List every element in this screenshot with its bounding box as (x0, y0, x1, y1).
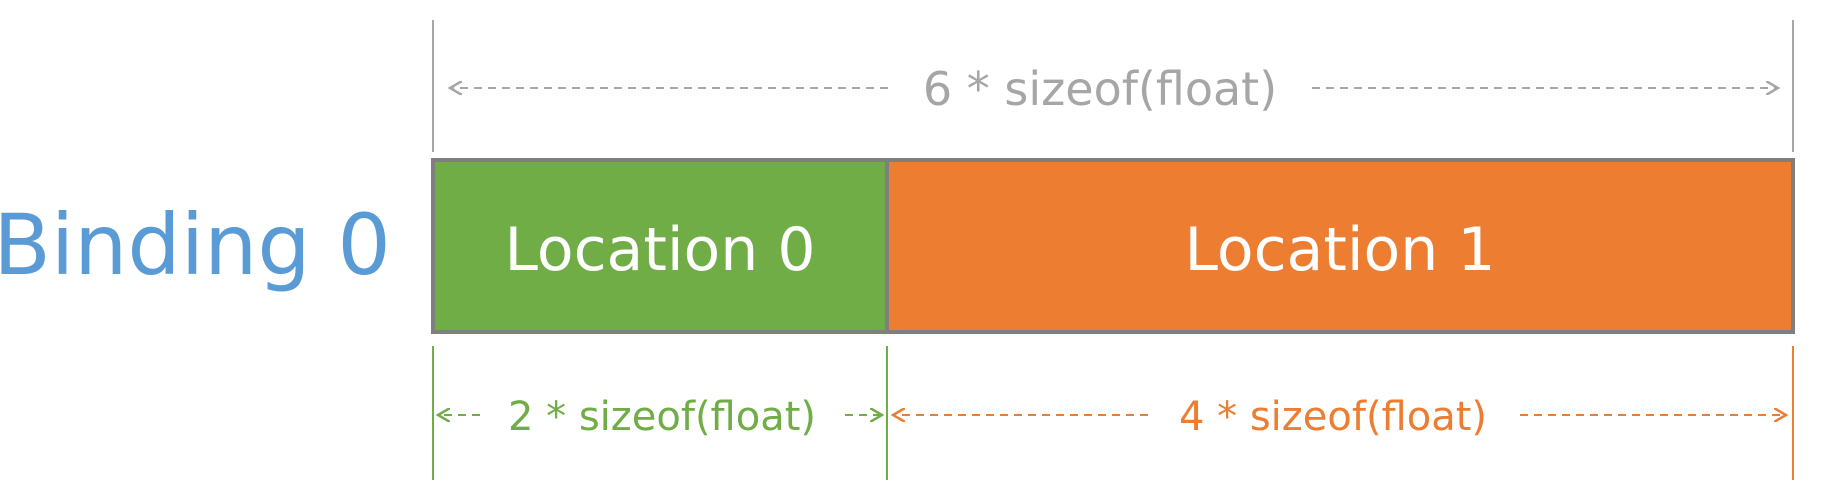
total-size-label: 6 * sizeof(float) (923, 62, 1277, 116)
location-1-size-label: 4 * sizeof(float) (1179, 394, 1487, 440)
location-1-label: Location 1 (1184, 215, 1495, 285)
location-1-block (885, 158, 1795, 334)
location-0-size-label: 2 * sizeof(float) (508, 394, 816, 440)
binding-label: Binding 0 (0, 196, 391, 294)
location-0-block (431, 158, 889, 334)
location-0-label: Location 0 (504, 215, 815, 285)
